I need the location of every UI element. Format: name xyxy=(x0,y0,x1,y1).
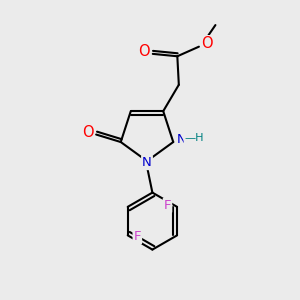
Text: F: F xyxy=(134,230,141,243)
Text: O: O xyxy=(139,44,150,59)
Text: F: F xyxy=(164,199,171,212)
Text: O: O xyxy=(202,36,213,51)
Text: N: N xyxy=(177,133,187,146)
Text: O: O xyxy=(82,124,94,140)
Text: —H: —H xyxy=(184,134,204,143)
Text: N: N xyxy=(142,156,152,169)
